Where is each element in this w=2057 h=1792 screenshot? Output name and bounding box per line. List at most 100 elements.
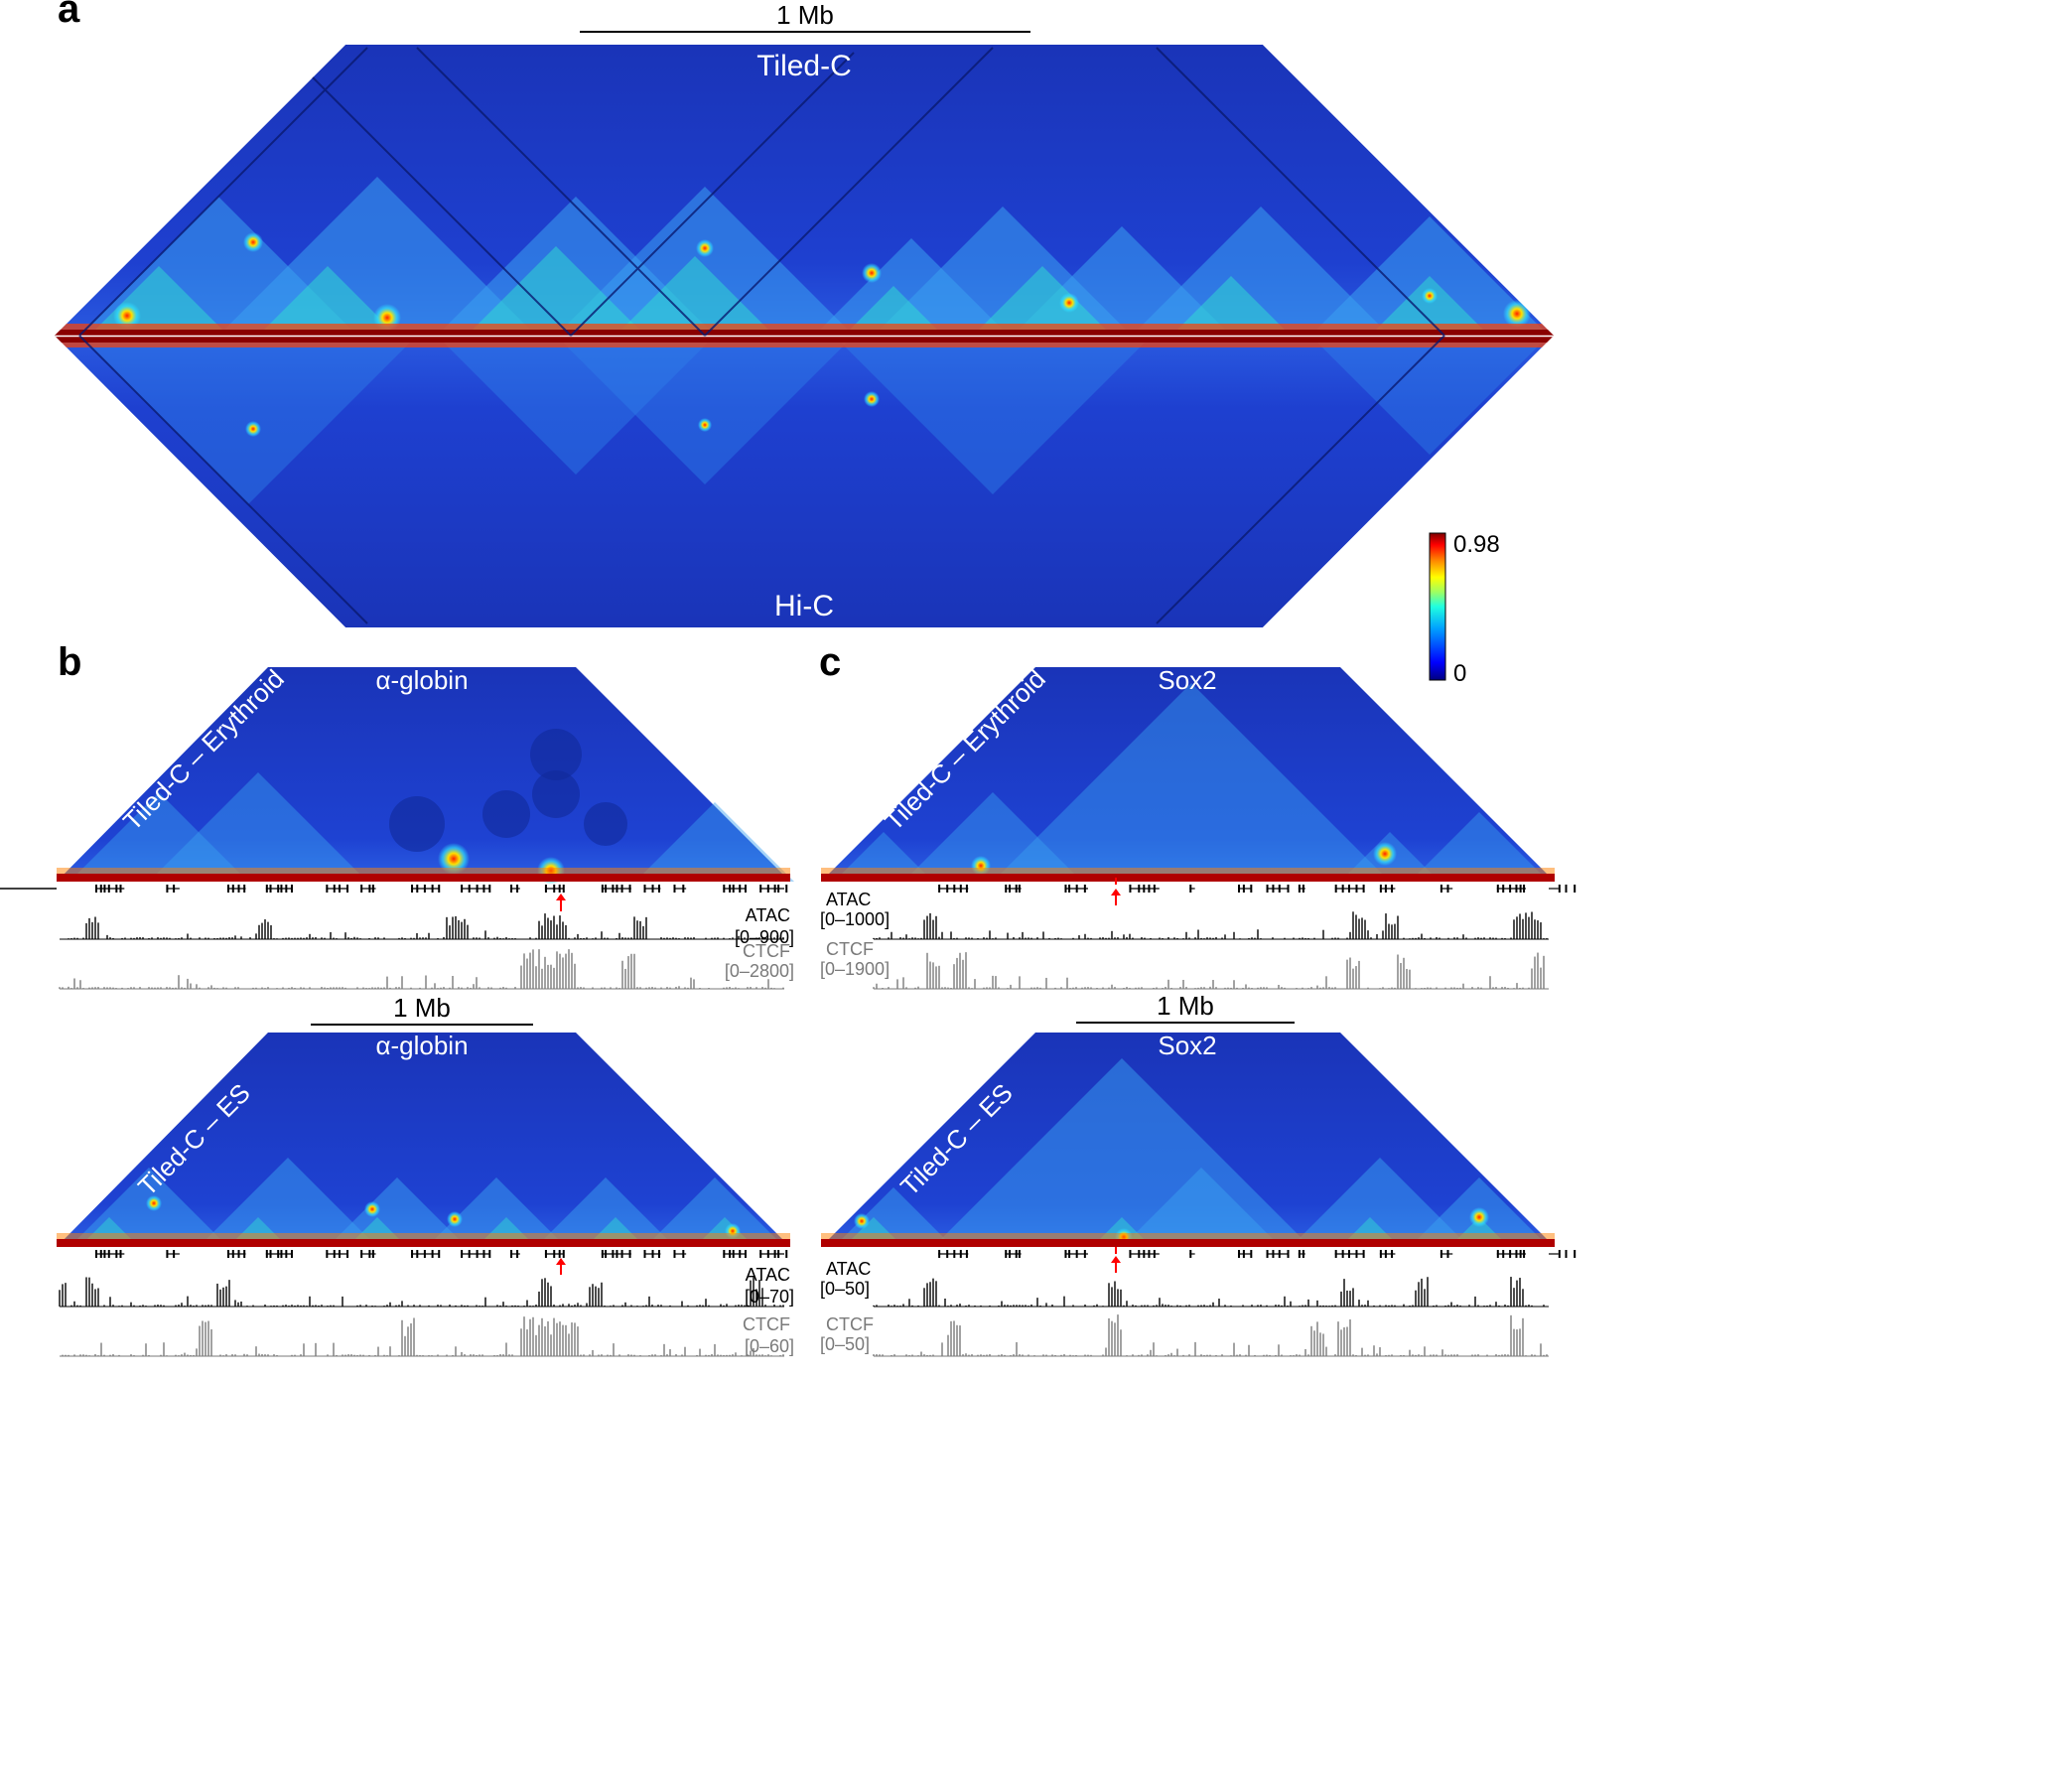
gene-exon [1302, 885, 1304, 893]
gene-exon [346, 885, 349, 893]
gene-exon [285, 885, 288, 893]
gene-exon [651, 1250, 654, 1258]
gene-exon [1064, 1250, 1067, 1258]
atac-label-c-bottom: ATAC [826, 1259, 871, 1279]
gene-exon [620, 1250, 623, 1258]
viewpoint-arrow-c-top [1111, 878, 1121, 905]
gene-exon [558, 1250, 561, 1258]
gene-exon [269, 1250, 272, 1258]
gene-exon [1341, 1250, 1344, 1258]
panel-a-bottom-title: Hi-C [774, 590, 834, 622]
gene-exon [1250, 885, 1253, 893]
gene-exon [777, 885, 780, 893]
scale-bar-label-a: 1 Mb [776, 0, 834, 30]
colorbar-max-label: 0.98 [1453, 531, 1500, 558]
gene-exon [416, 885, 419, 893]
gene-exon [1266, 885, 1269, 893]
gene-exon [94, 1250, 97, 1258]
viewpoint-arrow-b-top [556, 894, 566, 911]
gene-exon [290, 1250, 293, 1258]
colorbar-min-label: 0 [1453, 660, 1466, 687]
gene-exon [766, 1250, 769, 1258]
gene-exon [616, 885, 618, 893]
gene-exon [265, 1250, 268, 1258]
atac-track-c-bottom [873, 1277, 1549, 1308]
gene-exon [227, 1250, 230, 1258]
gene-exon [1083, 885, 1086, 893]
gene-exon [510, 1250, 513, 1258]
gene-exon [99, 1250, 102, 1258]
gene-exon [601, 1250, 604, 1258]
heatmap-c-top [821, 667, 1555, 882]
gene-exon [628, 885, 631, 893]
gene-exon [732, 885, 735, 893]
gene-exon [285, 1250, 288, 1258]
ctcf-range-b-top: [0–2800] [725, 961, 794, 981]
gene-exon [1558, 1250, 1561, 1258]
gene-exon [333, 1250, 336, 1258]
atac-track-c-top [873, 911, 1549, 940]
ctcf-track-b-top [59, 949, 784, 990]
heatmap-a [55, 45, 1554, 627]
gene-track-c-top [938, 885, 1577, 893]
gene-exon [431, 1250, 434, 1258]
gene-exon [643, 1250, 646, 1258]
gene-exon [461, 1250, 464, 1258]
gene-exon [1379, 885, 1382, 893]
gene-exon [1153, 885, 1156, 893]
gene-exon [965, 1250, 968, 1258]
gene-exon [107, 1250, 110, 1258]
gene-exon [1391, 1250, 1394, 1258]
gene-exon [360, 1250, 363, 1258]
gene-exon [227, 885, 230, 893]
map-b-bottom-title: α-globin [375, 1031, 468, 1060]
gene-exon [759, 885, 762, 893]
gene-exon [1496, 885, 1499, 893]
tad-domains-bottom [79, 336, 1549, 504]
gene-exon [411, 1250, 414, 1258]
gene-exon [744, 885, 747, 893]
gene-exon [1515, 1250, 1518, 1258]
gene-exon [360, 885, 363, 893]
gene-exon [1362, 885, 1365, 893]
gene-exon [265, 885, 268, 893]
gene-exon [544, 885, 547, 893]
gene-exon [277, 885, 280, 893]
gene-exon [651, 885, 654, 893]
gene-exon [94, 885, 97, 893]
atac-range-b-top: [0–900] [735, 927, 794, 947]
gene-exon [1148, 885, 1151, 893]
gene-exon [516, 1250, 519, 1258]
atac-range-c-bottom: [0–50] [820, 1279, 870, 1299]
colorbar: 0.98 0 [1429, 531, 1500, 687]
gene-exon [1509, 1250, 1512, 1258]
gene-exon [231, 885, 234, 893]
gene-exon [1242, 1250, 1245, 1258]
gene-exon [785, 1250, 788, 1258]
gene-exon [1138, 1250, 1141, 1258]
gene-exon [1298, 885, 1301, 893]
gene-exon [510, 885, 513, 893]
gene-exon [620, 885, 623, 893]
gene-exon [1391, 885, 1394, 893]
gene-exon [346, 1250, 349, 1258]
panel-letter-c: c [819, 640, 841, 684]
gene-exon [1519, 1250, 1522, 1258]
gene-exon [1384, 885, 1387, 893]
gene-exon [468, 1250, 471, 1258]
atac-track-b-bottom [59, 1277, 784, 1308]
gene-exon [1148, 1250, 1151, 1258]
gene-exon [516, 885, 519, 893]
gene-exon [562, 885, 565, 893]
heatmap-c-bottom [821, 1033, 1555, 1247]
gene-exon [1015, 885, 1018, 893]
gene-exon [1362, 1250, 1365, 1258]
gene-exon [431, 885, 434, 893]
gene-track-b-top [94, 885, 788, 893]
gene-exon [119, 885, 122, 893]
gene-exon [338, 885, 341, 893]
gene-exon [1298, 1250, 1301, 1258]
gene-exon [1519, 885, 1522, 893]
gene-exon [657, 1250, 660, 1258]
gene-exon [368, 885, 371, 893]
